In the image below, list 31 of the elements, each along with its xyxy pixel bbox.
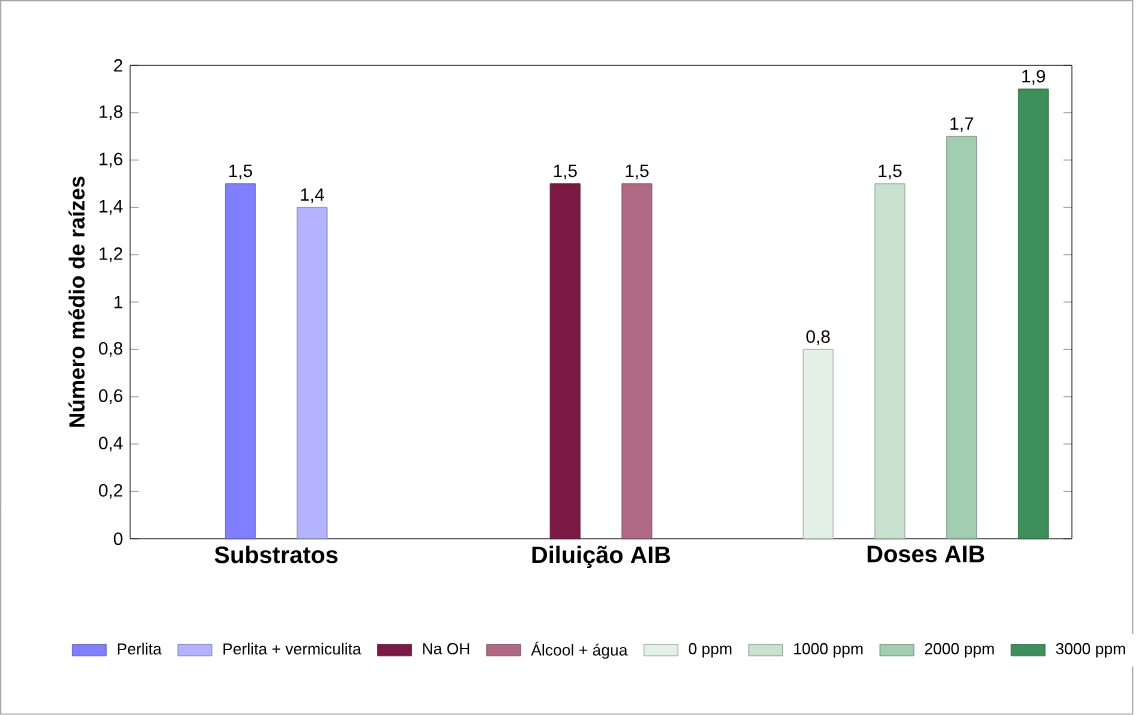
data-label: 1,9 xyxy=(1022,70,1045,85)
x-tick-label: Diluição AIB xyxy=(532,545,671,569)
y-tick-label: 0,2 xyxy=(98,484,123,499)
legend-label: 0 ppm xyxy=(688,643,732,658)
data-label: 1,5 xyxy=(625,164,649,180)
y-tick-label: 1 xyxy=(114,296,123,309)
data-label: 1,5 xyxy=(554,164,577,180)
legend-label: 1000 ppm xyxy=(794,643,863,658)
x-tick-label: Substratos xyxy=(214,545,338,564)
legend-label: 3000 ppm xyxy=(1056,643,1125,658)
legend-label: Álcool + água xyxy=(530,641,628,659)
y-axis-title: Número médio de raízes xyxy=(68,176,85,427)
legend-label: Perlita xyxy=(117,643,162,655)
x-tick-label: Doses AIB xyxy=(867,545,985,563)
legend-label: 2000 ppm xyxy=(925,643,994,658)
data-label: 1,5 xyxy=(878,164,902,180)
y-tick-label: 0,4 xyxy=(98,436,123,452)
data-label: 0,8 xyxy=(806,330,830,346)
y-tick-label: 0,8 xyxy=(98,342,123,357)
data-label: 1,7 xyxy=(950,117,974,133)
y-tick-label: 2 xyxy=(114,59,123,72)
y-tick-label: 1,8 xyxy=(99,105,123,121)
y-tick-label: 1,2 xyxy=(99,247,123,263)
legend-label: Na OH xyxy=(423,643,470,655)
legend-label: Perlita + vermiculita xyxy=(223,643,362,655)
y-tick-label: 1,4 xyxy=(99,200,123,215)
data-label: 1,5 xyxy=(229,164,253,180)
data-label: 1,4 xyxy=(301,188,325,204)
y-tick-label: 0,6 xyxy=(98,389,123,405)
y-tick-label: 0 xyxy=(113,532,123,546)
y-tick-label: 1,6 xyxy=(99,152,123,168)
